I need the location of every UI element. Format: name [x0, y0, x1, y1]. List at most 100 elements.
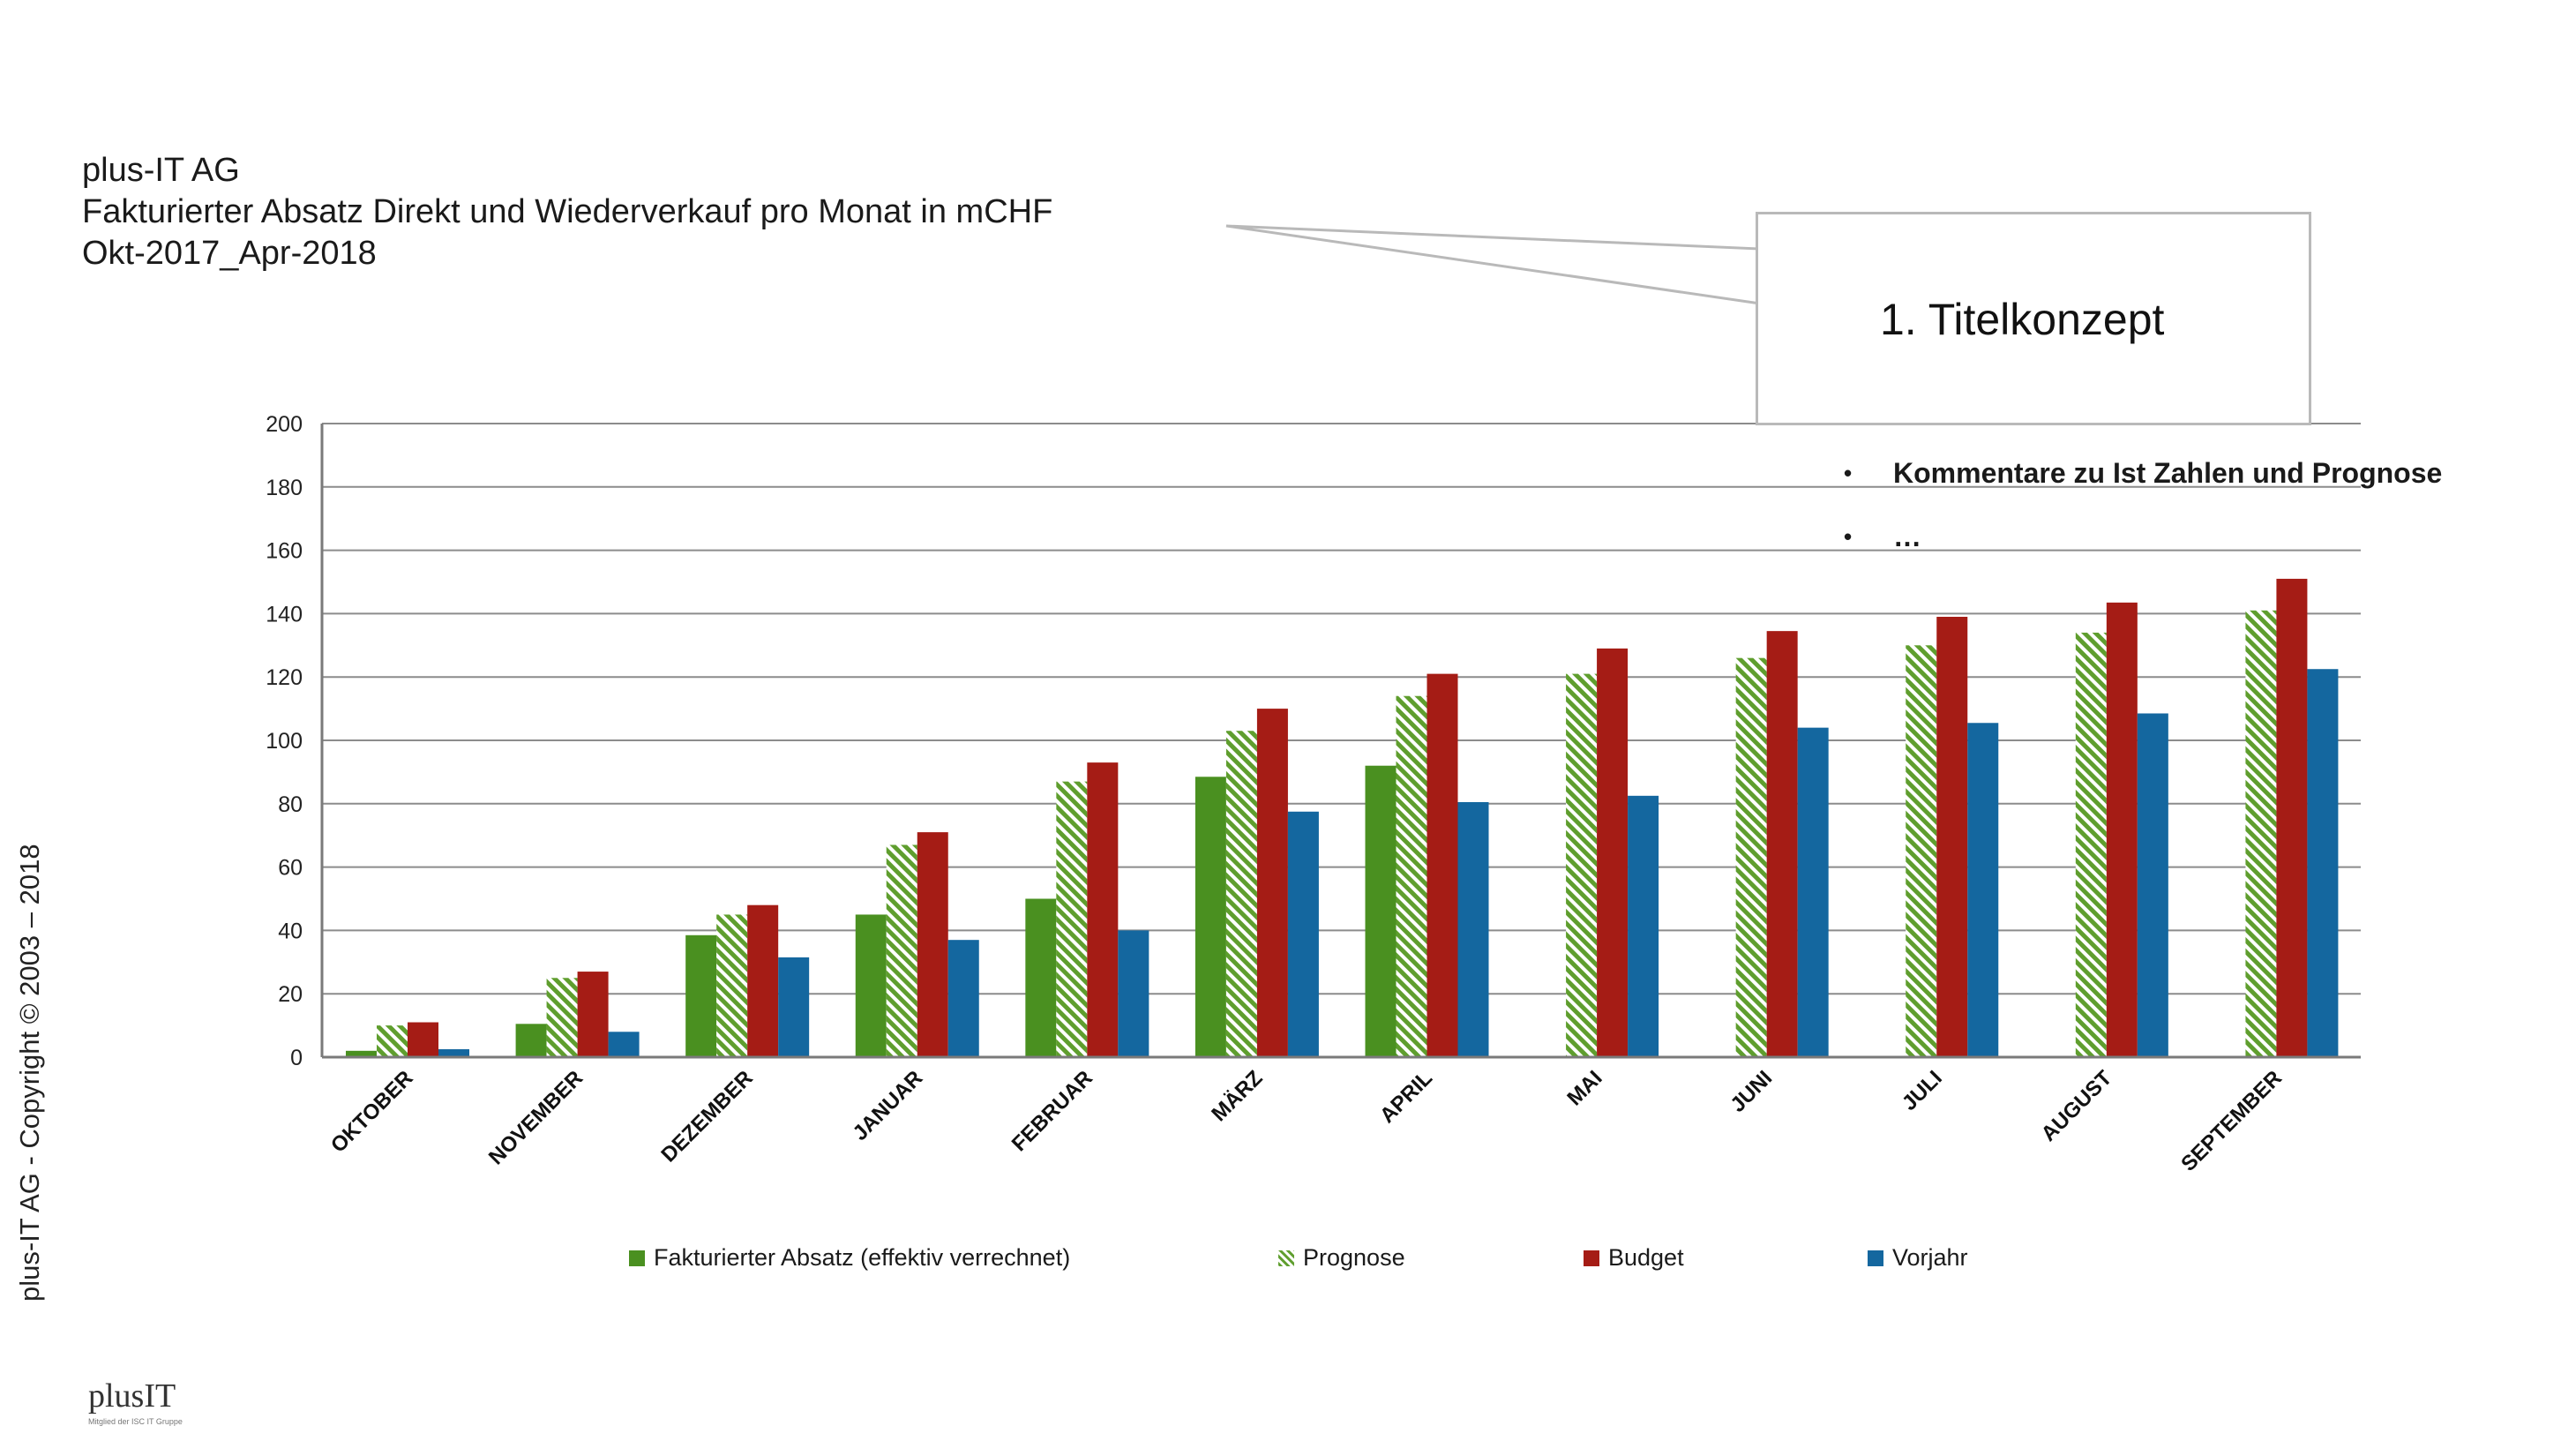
comment-item: • Kommentare zu Ist Zahlen und Prognose: [1844, 441, 2442, 505]
bar-budget: [1936, 616, 1968, 1057]
x-tick-label: FEBRUAR: [1007, 1066, 1097, 1156]
legend-label-budget: Budget: [1608, 1244, 1684, 1271]
bar-ist: [1194, 777, 1226, 1057]
company-logo: plusIT Mitglied der ISC IT Gruppe: [88, 1377, 183, 1426]
legend-label-ist: Fakturierter Absatz (effektiv verrechnet…: [654, 1244, 1071, 1271]
logo-subtext: Mitglied der ISC IT Gruppe: [88, 1417, 183, 1426]
y-tick-label: 20: [278, 982, 303, 1007]
bar-ist: [1025, 898, 1057, 1057]
grid-lines: [322, 423, 2361, 995]
chart-title-unit: in mCHF: [910, 193, 1053, 230]
x-tick-label: APRIL: [1375, 1066, 1437, 1128]
comment-item: • …: [1844, 505, 2442, 568]
callout-pointer: [1225, 224, 1762, 305]
bar-vorjahr: [608, 1032, 640, 1057]
y-tick-label: 180: [266, 476, 303, 500]
bar-prognose: [1906, 645, 1937, 1057]
bar-ist: [1365, 765, 1397, 1057]
bar-budget: [577, 972, 609, 1057]
logo-text: plusIT: [88, 1377, 176, 1415]
x-tick-label: SEPTEMBER: [2176, 1066, 2287, 1176]
bar-prognose: [377, 1025, 408, 1057]
bar-prognose: [1566, 673, 1598, 1057]
bars: [346, 578, 2339, 1057]
comment-text: …: [1893, 520, 1921, 552]
chart-period: Okt-2017_Apr-2018: [82, 235, 377, 272]
x-tick-label: MAI: [1562, 1066, 1606, 1110]
bar-vorjahr: [778, 957, 810, 1057]
chart-header: plus-IT AG Fakturierter Absatz Direkt un…: [82, 150, 1052, 274]
legend-swatch-vorjahr: [1868, 1250, 1883, 1266]
comment-text: Kommentare zu Ist Zahlen und Prognose: [1893, 456, 2443, 489]
bar-vorjahr: [2307, 669, 2339, 1057]
bar-prognose: [546, 978, 578, 1057]
legend-swatch-ist: [629, 1250, 645, 1266]
x-tick-label: MÄRZ: [1207, 1066, 1267, 1126]
bar-budget: [408, 1022, 438, 1057]
x-tick-label: DEZEMBER: [656, 1066, 757, 1167]
bar-prognose: [1225, 731, 1257, 1057]
legend-item-prognose: Prognose: [1278, 1244, 1405, 1272]
bar-prognose: [2245, 610, 2277, 1057]
bar-prognose: [1396, 695, 1427, 1057]
bar-budget: [1256, 709, 1288, 1057]
bar-budget: [747, 904, 779, 1057]
chart-title-main: Fakturierter Absatz Direkt und Wiederver…: [82, 193, 911, 230]
copyright-notice: plus-IT AG - Copyright © 2003 – 2018: [14, 844, 45, 1302]
axes: [320, 424, 2361, 1059]
y-tick-label: 80: [278, 792, 303, 817]
bar-ist: [855, 914, 887, 1057]
bar-prognose: [2075, 632, 2107, 1057]
bar-vorjahr: [1287, 811, 1319, 1057]
x-tick-labels: OKTOBER NOVEMBER DEZEMBER JANUAR FEBRUAR MÄRZ…: [326, 1066, 2287, 1176]
bar-budget: [2276, 578, 2308, 1057]
bar-vorjahr: [1457, 802, 1489, 1057]
bar-prognose: [886, 844, 917, 1057]
bar-vorjahr: [2137, 713, 2168, 1057]
bar-prognose: [1735, 657, 1767, 1057]
x-tick-label: NOVEMBER: [484, 1066, 588, 1169]
bullet-icon: •: [1844, 522, 1853, 550]
bar-vorjahr: [1118, 930, 1149, 1057]
callout-text: 1. Titelkonzept: [1880, 295, 2165, 344]
y-tick-labels: 0 20 40 60 80 100 120 140 160 180 200: [266, 412, 303, 1070]
bar-budget: [917, 832, 948, 1057]
bar-budget: [1766, 631, 1798, 1057]
bar-vorjahr: [438, 1049, 469, 1057]
y-tick-label: 0: [290, 1046, 303, 1070]
bar-ist: [685, 934, 717, 1057]
bar-vorjahr: [1967, 723, 1999, 1057]
title-concept-callout: 1. Titelkonzept: [1756, 212, 2311, 425]
bullet-icon: •: [1844, 459, 1853, 486]
y-tick-label: 100: [266, 729, 303, 754]
x-tick-label: OKTOBER: [326, 1066, 418, 1158]
x-tick-label: JULI: [1898, 1066, 1947, 1115]
x-tick-label: JUNI: [1726, 1066, 1777, 1117]
y-tick-label: 200: [266, 412, 303, 437]
x-tick-label: JANUAR: [848, 1066, 927, 1145]
company-name: plus-IT AG: [82, 152, 240, 189]
legend-label-prognose: Prognose: [1303, 1244, 1405, 1271]
legend-item-vorjahr: Vorjahr: [1868, 1244, 1968, 1272]
comment-list: • Kommentare zu Ist Zahlen und Prognose …: [1844, 441, 2442, 568]
chart-legend: Fakturierter Absatz (effektiv verrechnet…: [0, 1244, 2576, 1288]
legend-label-vorjahr: Vorjahr: [1892, 1244, 1968, 1271]
bar-vorjahr: [1628, 795, 1659, 1057]
bar-budget: [1087, 762, 1119, 1057]
bar-ist: [346, 1050, 377, 1057]
x-tick-label: AUGUST: [2037, 1066, 2117, 1146]
bar-vorjahr: [1797, 727, 1829, 1057]
bar-budget: [1427, 673, 1458, 1057]
bar-ist: [515, 1024, 547, 1057]
chart-title: Fakturierter Absatz Direkt und Wiederver…: [82, 191, 1052, 233]
legend-item-ist: Fakturierter Absatz (effektiv verrechnet…: [629, 1244, 1070, 1272]
y-tick-label: 160: [266, 539, 303, 564]
bar-prognose: [1056, 781, 1088, 1057]
y-tick-label: 120: [266, 665, 303, 690]
bar-budget: [1597, 648, 1629, 1057]
legend-swatch-prognose: [1278, 1250, 1294, 1266]
legend-swatch-budget: [1584, 1250, 1599, 1266]
bar-vorjahr: [947, 940, 979, 1057]
y-tick-label: 60: [278, 856, 303, 881]
